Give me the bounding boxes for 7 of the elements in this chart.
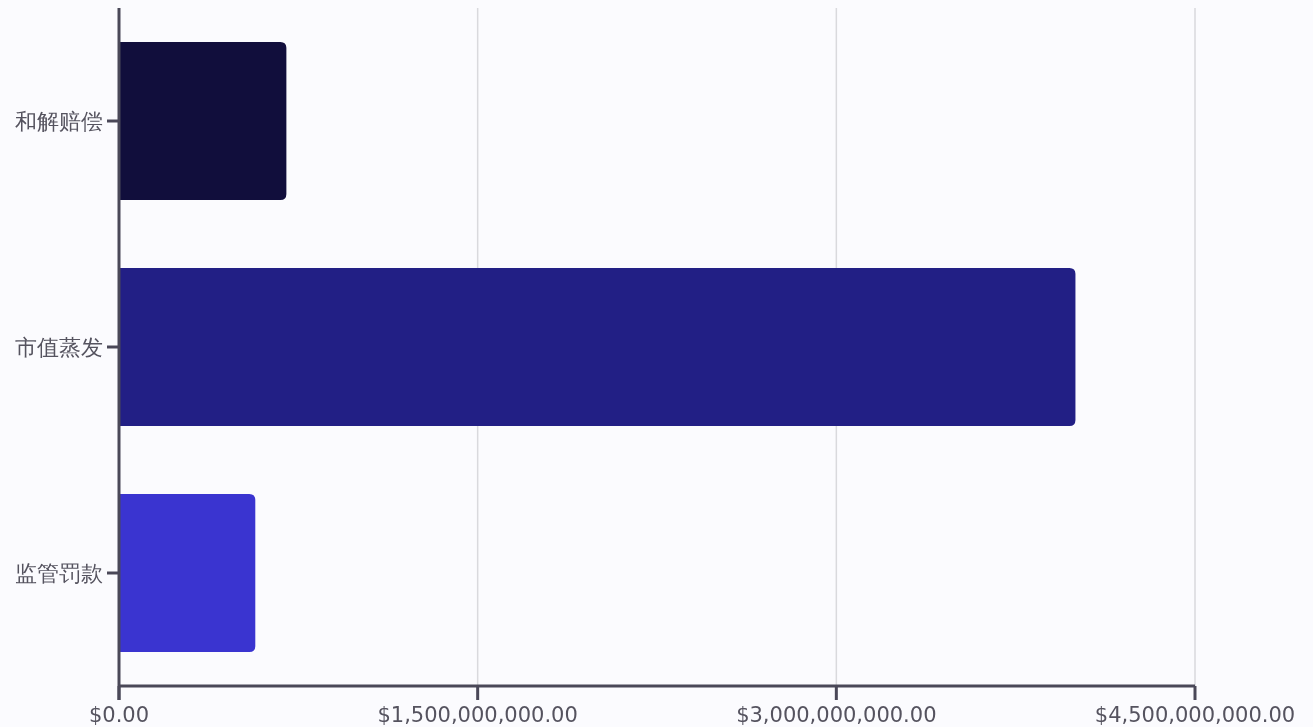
x-tick-label: $3,000,000,000.00 [736, 703, 937, 727]
y-tick-label: 市值蒸发 [15, 335, 103, 360]
x-tick-label: $0.00 [88, 703, 150, 727]
x-tick-label: $4,500,000,000.00 [1094, 703, 1296, 727]
y-tick-label: 和解赔偿 [15, 109, 103, 134]
x-tick-label: $1,500,000,000.00 [377, 703, 578, 727]
y-tick-label: 监管罚款 [15, 561, 103, 586]
